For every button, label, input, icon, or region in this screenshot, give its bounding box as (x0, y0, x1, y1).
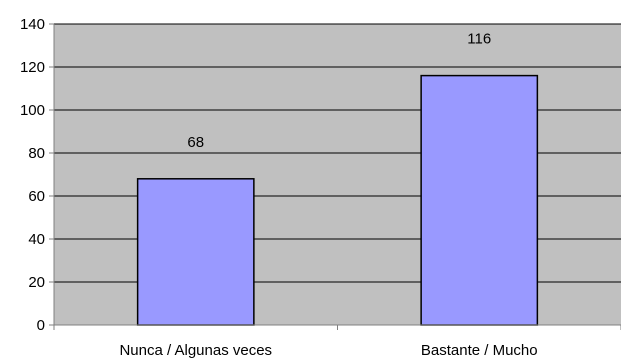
y-tick-label: 60 (28, 188, 45, 205)
x-category-label: Nunca / Algunas veces (119, 342, 272, 358)
y-axis: 0 20 40 60 80 100 120 140 (20, 16, 55, 334)
x-category-label: Bastante / Mucho (421, 342, 538, 358)
data-label: 116 (467, 31, 491, 48)
y-tick-label: 120 (20, 59, 45, 76)
bar (136, 178, 255, 326)
x-axis: Nunca / Algunas veces Bastante / Mucho (53, 324, 621, 358)
y-tick-label: 20 (28, 274, 45, 291)
y-tick-label: 80 (28, 145, 45, 162)
y-tick-label: 140 (20, 16, 45, 33)
data-label: 68 (187, 134, 204, 151)
data-labels: 68 116 (187, 31, 491, 151)
bar (420, 74, 539, 326)
bars (136, 74, 539, 326)
y-tick-label: 0 (37, 317, 45, 334)
y-tick-label: 40 (28, 231, 45, 248)
y-tick-label: 100 (20, 102, 45, 119)
